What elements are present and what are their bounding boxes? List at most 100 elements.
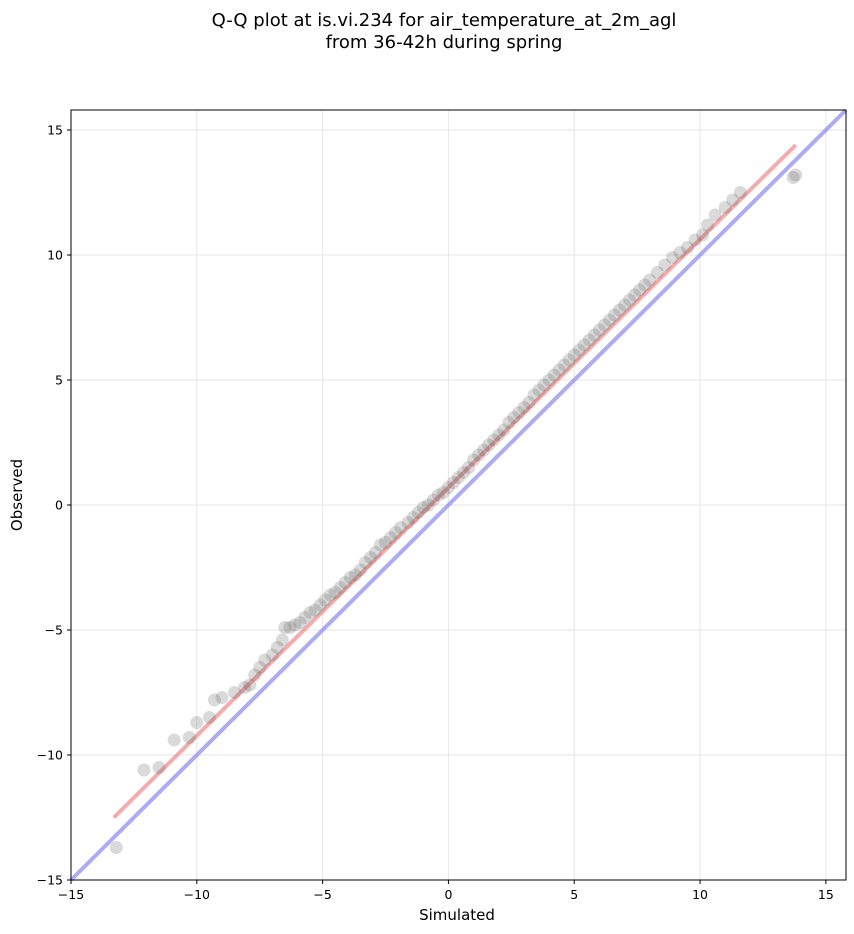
data-point — [665, 251, 679, 264]
y-axis-label: Observed — [8, 459, 26, 531]
y-tick-label: 15 — [47, 123, 63, 138]
data-point — [623, 293, 637, 307]
data-point — [726, 193, 740, 207]
data-point — [608, 308, 622, 322]
data-point — [487, 433, 501, 447]
data-point — [338, 576, 352, 589]
data-point — [552, 363, 566, 377]
data-point — [507, 411, 521, 424]
data-point — [270, 641, 284, 654]
data-point — [411, 506, 425, 519]
data-point — [613, 303, 627, 317]
data-point — [462, 461, 476, 474]
data-point — [243, 678, 257, 692]
data-point — [542, 373, 556, 387]
data-point — [167, 733, 181, 747]
data-point — [696, 228, 710, 242]
data-point — [786, 171, 800, 184]
data-point — [562, 353, 576, 367]
x-tick-label: 15 — [818, 887, 834, 902]
x-tick-label: 0 — [444, 887, 452, 902]
data-point — [348, 568, 362, 582]
data-point — [537, 378, 551, 392]
data-point — [137, 763, 151, 777]
data-point — [618, 298, 632, 312]
data-point — [109, 841, 123, 854]
data-point — [446, 476, 460, 489]
data-point — [452, 471, 465, 484]
y-tick-label: 5 — [55, 373, 63, 388]
y-axis-ticks: −15 −10 −5 0 5 10 15 — [37, 123, 71, 888]
data-point — [572, 343, 586, 357]
data-point — [265, 648, 279, 662]
data-point — [323, 588, 337, 602]
y-tick-label: −15 — [37, 873, 63, 888]
plot-frame — [70, 109, 847, 881]
x-tick-label: −10 — [184, 887, 210, 902]
data-point — [650, 266, 664, 279]
data-point — [472, 448, 486, 462]
data-point — [298, 611, 312, 624]
data-point — [426, 493, 440, 507]
data-point — [406, 511, 420, 524]
data-point — [253, 661, 267, 674]
data-point — [421, 498, 435, 512]
identity-line — [69, 108, 848, 882]
data-point — [467, 453, 481, 467]
data-point — [303, 606, 317, 619]
x-tick-label: 5 — [570, 887, 578, 902]
data-point — [275, 633, 289, 647]
data-point — [557, 358, 571, 372]
y-tick-label: −5 — [45, 623, 63, 638]
y-tick-label: 0 — [55, 498, 63, 513]
data-point — [517, 401, 531, 414]
data-point — [379, 536, 393, 549]
data-point — [182, 731, 196, 744]
data-point — [638, 278, 652, 292]
data-point — [373, 538, 387, 552]
data-point — [587, 328, 601, 342]
data-point — [238, 681, 252, 694]
data-point — [567, 348, 581, 362]
data-point — [431, 488, 445, 502]
data-point — [202, 711, 216, 724]
data-point — [353, 563, 367, 577]
data-point — [389, 526, 403, 539]
data-point — [363, 551, 377, 564]
data-point — [633, 283, 647, 297]
x-tick-label: −15 — [58, 887, 84, 902]
data-point — [328, 586, 342, 599]
data-point — [215, 691, 229, 704]
data-point — [602, 313, 616, 327]
chart-title: Q-Q plot at is.vi.234 for air_temperatur… — [212, 10, 677, 31]
data-point — [343, 571, 357, 584]
data-point — [283, 621, 297, 634]
data-point — [358, 556, 372, 569]
data-point — [313, 598, 327, 612]
data-point — [582, 333, 596, 347]
data-point — [477, 443, 491, 457]
data-point — [278, 621, 292, 634]
data-point — [436, 486, 450, 499]
data-point — [258, 653, 272, 667]
data-point — [658, 258, 672, 272]
data-point — [152, 761, 166, 774]
data-point — [333, 581, 347, 594]
data-point — [457, 466, 471, 479]
reference-lines — [69, 108, 848, 882]
data-point — [522, 396, 536, 409]
data-point — [401, 516, 415, 529]
data-point — [502, 416, 516, 429]
fit-line — [112, 143, 798, 819]
y-tick-label: −10 — [37, 748, 63, 763]
data-point — [718, 201, 732, 214]
data-point — [643, 273, 657, 287]
data-point — [497, 423, 511, 437]
data-point — [368, 546, 382, 559]
data-point — [673, 246, 687, 259]
data-point — [733, 186, 747, 199]
data-point — [628, 288, 642, 302]
data-point — [384, 531, 398, 544]
data-point — [416, 501, 430, 514]
data-point — [441, 481, 455, 494]
